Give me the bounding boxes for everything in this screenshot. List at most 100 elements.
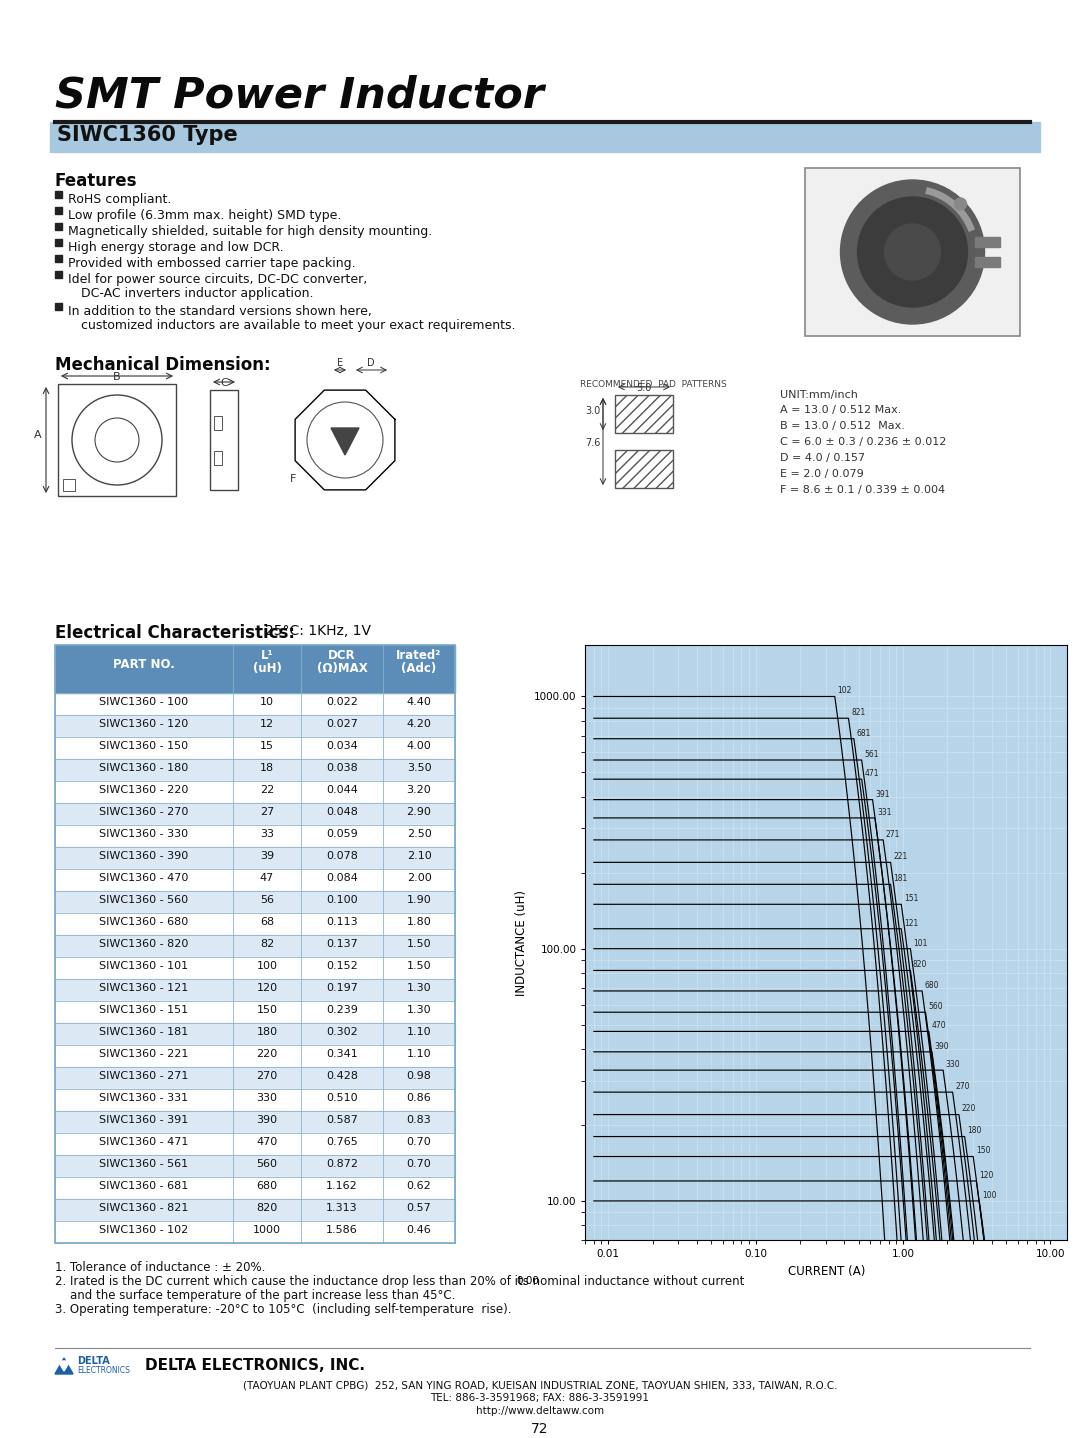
Text: 391: 391 (875, 789, 890, 798)
Text: 0.46: 0.46 (407, 1225, 431, 1235)
Text: 331: 331 (877, 808, 892, 817)
Text: 101: 101 (913, 939, 928, 948)
Text: 100: 100 (982, 1191, 997, 1199)
Text: SIWC1360 - 151: SIWC1360 - 151 (99, 1005, 189, 1015)
Text: 0.048: 0.048 (326, 807, 357, 817)
Text: 390: 390 (934, 1041, 949, 1051)
Text: SIWC1360 - 470: SIWC1360 - 470 (99, 873, 189, 883)
Text: 0.059: 0.059 (326, 828, 357, 838)
Bar (55, 935, 455, 958)
Text: 68: 68 (260, 917, 274, 928)
Text: 0.57: 0.57 (407, 1204, 431, 1214)
Bar (55, 303, 62, 311)
Bar (974, 257, 999, 267)
Polygon shape (330, 429, 359, 454)
Text: 4.00: 4.00 (407, 741, 431, 751)
Text: 0.587: 0.587 (326, 1114, 357, 1125)
Circle shape (840, 180, 985, 324)
Text: 0.034: 0.034 (326, 741, 357, 751)
Text: 82: 82 (260, 939, 274, 949)
Bar (55, 738, 455, 759)
Text: 471: 471 (864, 769, 879, 778)
Text: 121: 121 (904, 919, 918, 928)
Text: 560: 560 (928, 1002, 943, 1011)
Text: 33: 33 (260, 828, 274, 838)
Text: SIWC1360 - 560: SIWC1360 - 560 (99, 894, 189, 905)
Text: 330: 330 (257, 1093, 278, 1103)
Text: 0.239: 0.239 (326, 1005, 357, 1015)
Text: DCR: DCR (328, 649, 355, 661)
Text: 2.90: 2.90 (406, 807, 431, 817)
Text: 0.765: 0.765 (326, 1137, 357, 1148)
Text: 27: 27 (260, 807, 274, 817)
Text: 220: 220 (961, 1104, 976, 1113)
Text: Irated²: Irated² (396, 649, 442, 661)
Text: 22: 22 (260, 785, 274, 795)
Text: 1000: 1000 (253, 1225, 281, 1235)
Text: E = 2.0 / 0.079: E = 2.0 / 0.079 (780, 469, 864, 479)
Bar (55, 759, 455, 781)
Bar (55, 1133, 455, 1155)
Text: SIWC1360 - 121: SIWC1360 - 121 (99, 984, 189, 994)
Text: SIWC1360 - 181: SIWC1360 - 181 (99, 1027, 189, 1037)
Text: 1.90: 1.90 (407, 894, 431, 905)
Text: SIWC1360 - 150: SIWC1360 - 150 (99, 741, 189, 751)
Bar (55, 255, 62, 262)
Text: SIWC1360 - 220: SIWC1360 - 220 (99, 785, 189, 795)
Text: RECOMMENDED  PAD  PATTERNS: RECOMMENDED PAD PATTERNS (580, 380, 727, 390)
Text: 221: 221 (893, 853, 907, 861)
Text: SIWC1360 - 102: SIWC1360 - 102 (99, 1225, 189, 1235)
Text: F: F (289, 475, 296, 485)
Text: PART NO.: PART NO. (113, 659, 175, 672)
Text: SIWC1360 - 681: SIWC1360 - 681 (99, 1181, 189, 1191)
Text: 1.30: 1.30 (407, 984, 431, 994)
Text: 39: 39 (260, 851, 274, 861)
Text: 1.313: 1.313 (326, 1204, 357, 1214)
Bar (55, 1045, 455, 1067)
Text: 561: 561 (864, 749, 879, 759)
Text: SIWC1360 - 821: SIWC1360 - 821 (99, 1204, 189, 1214)
Text: 2.10: 2.10 (407, 851, 431, 861)
Text: 2.00: 2.00 (407, 873, 431, 883)
Bar (615, 395, 673, 433)
Text: SIWC1360 - 561: SIWC1360 - 561 (99, 1159, 189, 1169)
Bar (974, 237, 999, 247)
Text: D = 4.0 / 0.157: D = 4.0 / 0.157 (780, 453, 865, 463)
Bar (55, 892, 455, 913)
Text: 3.20: 3.20 (407, 785, 431, 795)
Text: and the surface temperature of the part increase less than 45°C.: and the surface temperature of the part … (55, 1288, 456, 1301)
Bar (55, 825, 455, 847)
Text: 181: 181 (893, 874, 907, 883)
Text: 821: 821 (851, 707, 865, 718)
Circle shape (885, 224, 941, 280)
Text: L¹: L¹ (260, 649, 273, 661)
Text: SIWC1360 - 100: SIWC1360 - 100 (99, 697, 189, 707)
Bar (615, 450, 673, 487)
Bar (214, 416, 222, 430)
Text: 560: 560 (257, 1159, 278, 1169)
Bar (214, 452, 222, 464)
Bar (55, 223, 62, 230)
Text: 0.152: 0.152 (326, 961, 357, 971)
Text: 0.044: 0.044 (326, 785, 357, 795)
Text: 270: 270 (955, 1081, 970, 1091)
Text: 56: 56 (260, 894, 274, 905)
Bar (55, 207, 62, 214)
Bar (55, 1089, 455, 1112)
Text: E: E (337, 358, 343, 368)
Text: 3. Operating temperature: -20°C to 105°C  (including self-temperature  rise).: 3. Operating temperature: -20°C to 105°C… (55, 1303, 512, 1316)
Text: 1.10: 1.10 (407, 1048, 431, 1058)
Circle shape (955, 198, 967, 210)
Text: 0.00: 0.00 (516, 1276, 539, 1286)
Text: SIWC1360 - 330: SIWC1360 - 330 (99, 828, 189, 838)
Text: 0.510: 0.510 (326, 1093, 357, 1103)
Text: (Adc): (Adc) (402, 661, 436, 674)
Text: SIWC1360 - 271: SIWC1360 - 271 (99, 1071, 189, 1081)
Text: 1.586: 1.586 (326, 1225, 357, 1235)
Text: 0.022: 0.022 (326, 697, 357, 707)
Text: 0.341: 0.341 (326, 1048, 357, 1058)
Text: 120: 120 (978, 1171, 994, 1179)
Text: Low profile (6.3mm max. height) SMD type.: Low profile (6.3mm max. height) SMD type… (68, 209, 341, 221)
Bar (55, 1155, 455, 1176)
Text: 2.50: 2.50 (407, 828, 431, 838)
